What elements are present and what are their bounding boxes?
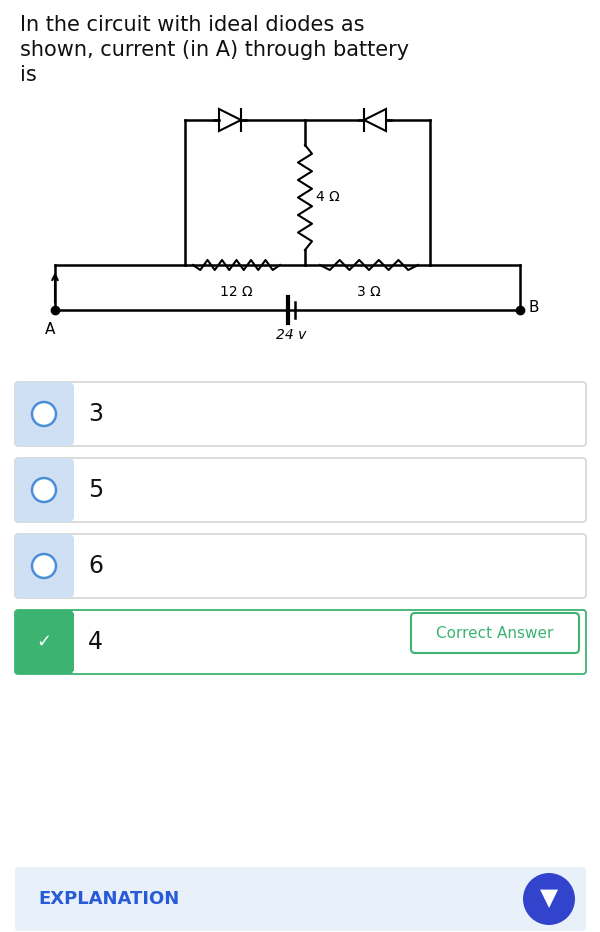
Text: 5: 5 bbox=[88, 478, 103, 502]
Text: shown, current (in A) through battery: shown, current (in A) through battery bbox=[20, 40, 409, 60]
Text: 4 Ω: 4 Ω bbox=[316, 190, 340, 204]
Text: 6: 6 bbox=[88, 554, 103, 578]
FancyBboxPatch shape bbox=[15, 458, 73, 522]
Bar bbox=[64, 613, 74, 671]
Bar bbox=[64, 461, 74, 519]
Text: ▼: ▼ bbox=[540, 886, 558, 910]
Text: 4: 4 bbox=[88, 630, 103, 654]
FancyBboxPatch shape bbox=[15, 534, 586, 598]
Text: A: A bbox=[45, 322, 55, 337]
Bar bbox=[64, 537, 74, 595]
FancyBboxPatch shape bbox=[15, 610, 586, 674]
Text: ✓: ✓ bbox=[37, 633, 52, 651]
Circle shape bbox=[32, 402, 56, 426]
Text: 3 Ω: 3 Ω bbox=[357, 285, 381, 299]
Text: is: is bbox=[20, 65, 37, 85]
Circle shape bbox=[32, 554, 56, 578]
FancyBboxPatch shape bbox=[15, 382, 73, 446]
Text: In the circuit with ideal diodes as: In the circuit with ideal diodes as bbox=[20, 15, 365, 35]
FancyBboxPatch shape bbox=[15, 610, 73, 674]
FancyBboxPatch shape bbox=[15, 534, 73, 598]
Circle shape bbox=[523, 873, 575, 925]
Text: EXPLANATION: EXPLANATION bbox=[38, 890, 179, 908]
Text: 24 v: 24 v bbox=[276, 328, 306, 342]
Text: Correct Answer: Correct Answer bbox=[436, 625, 554, 640]
Circle shape bbox=[32, 478, 56, 502]
Text: 3: 3 bbox=[88, 402, 103, 426]
FancyBboxPatch shape bbox=[15, 458, 586, 522]
FancyBboxPatch shape bbox=[15, 382, 586, 446]
Polygon shape bbox=[219, 109, 241, 131]
Text: 12 Ω: 12 Ω bbox=[220, 285, 253, 299]
FancyBboxPatch shape bbox=[15, 867, 586, 931]
Circle shape bbox=[31, 629, 57, 655]
Text: B: B bbox=[529, 300, 539, 316]
FancyBboxPatch shape bbox=[411, 613, 579, 653]
Bar bbox=[64, 385, 74, 443]
Polygon shape bbox=[364, 109, 386, 131]
